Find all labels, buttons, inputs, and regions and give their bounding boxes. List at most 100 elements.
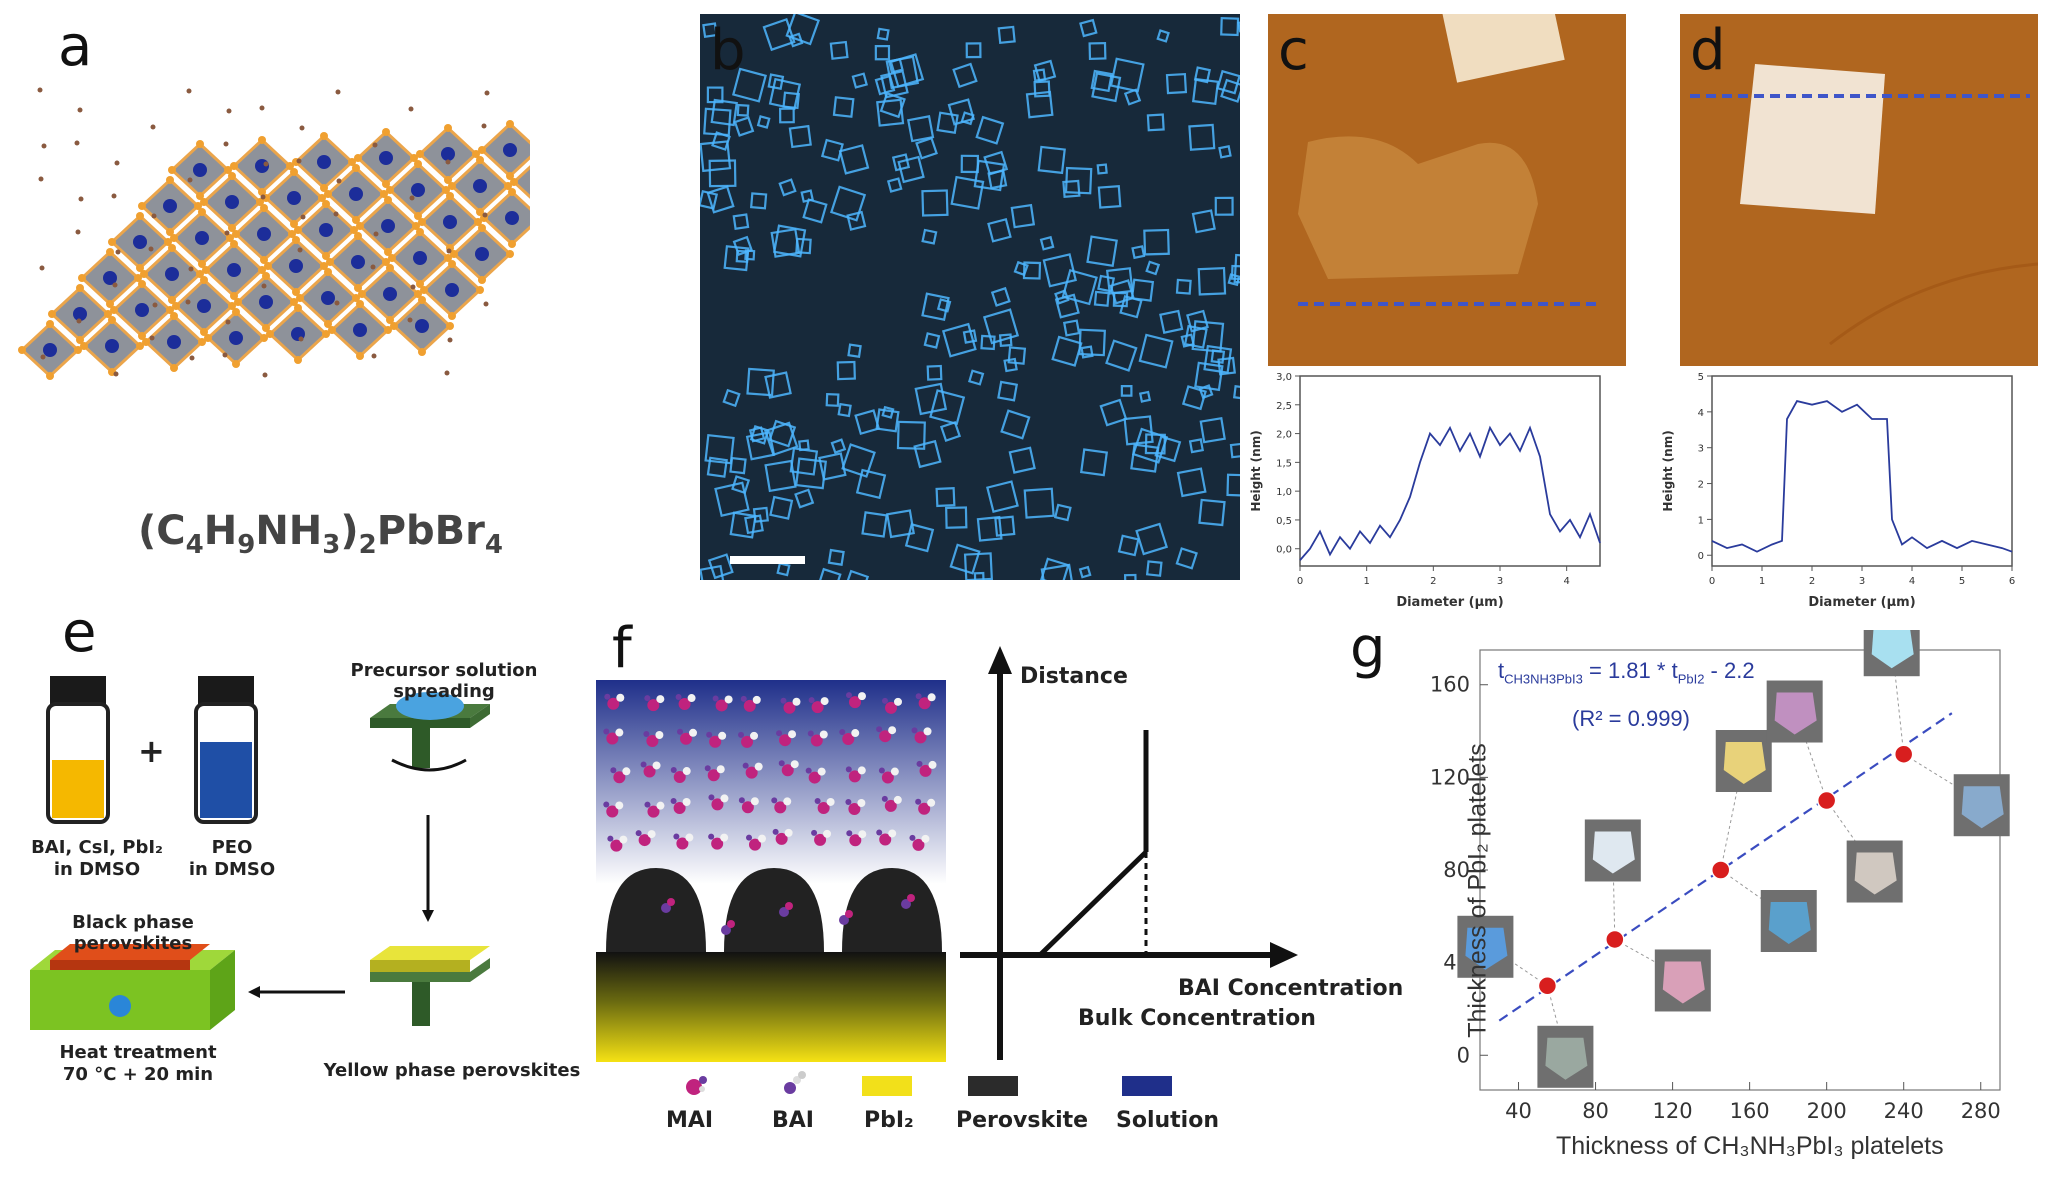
- crystal: [749, 192, 768, 210]
- data-point: [1893, 744, 1914, 764]
- crystal: [929, 389, 966, 426]
- crystal: [746, 367, 775, 397]
- mai-molecule: [742, 762, 763, 779]
- crystal: [1032, 68, 1047, 82]
- crystal: [945, 506, 968, 529]
- bai-molecule: [721, 920, 735, 935]
- mai-molecule: [772, 828, 793, 845]
- x-tick-label: 280: [1961, 1099, 2001, 1123]
- crystal: [1080, 345, 1094, 359]
- crystal: [1091, 72, 1122, 103]
- octahedron: [138, 176, 202, 236]
- crystal: [708, 159, 737, 188]
- bai-concentration-label: BAI Concentration: [1178, 976, 1404, 1001]
- crystal: [983, 150, 1009, 176]
- crystal: [731, 67, 768, 103]
- crystal: [1040, 557, 1070, 580]
- y-tick-label: 2,5: [1276, 401, 1292, 412]
- octahedron: [324, 164, 388, 224]
- octahedron: [202, 240, 266, 300]
- organic-cation-dot: [186, 88, 192, 94]
- organic-cation-dot: [444, 370, 450, 376]
- panel-g-ylabel: Thickness of PbI₂ platelets: [1463, 743, 1492, 1038]
- crystal: [1199, 416, 1226, 444]
- crystal: [735, 249, 749, 263]
- crystal: [1131, 245, 1146, 260]
- mai-molecule: [846, 830, 867, 847]
- crystal: [1175, 278, 1192, 295]
- crystal: [745, 431, 776, 461]
- y-tick-label: 4: [1698, 408, 1704, 419]
- scale-bar: [730, 556, 805, 564]
- organic-cation-dot: [261, 283, 267, 289]
- octahedron: [388, 228, 452, 288]
- organic-cation-dot: [371, 353, 377, 359]
- panel-f-legend: MAI BAI PbI₂ Perovskite Solution: [640, 1070, 1220, 1140]
- organic-cation-dot: [222, 352, 228, 358]
- organic-cation-dot: [112, 282, 118, 288]
- x-tick-label: 160: [1730, 1099, 1770, 1123]
- mai-molecule: [845, 799, 866, 816]
- mai-molecule: [644, 801, 665, 818]
- octahedron: [264, 236, 328, 296]
- crystal: [847, 343, 862, 358]
- x-tick-label: 4: [1563, 576, 1569, 587]
- crystal: [825, 392, 840, 407]
- organic-cation-dot: [152, 302, 158, 308]
- crystal: [994, 515, 1016, 537]
- organic-cation-dot: [260, 194, 266, 200]
- x-tick-label: 1: [1363, 576, 1369, 587]
- organic-cation-dot: [483, 301, 489, 307]
- crystal: [921, 292, 950, 321]
- crystal: [1079, 448, 1109, 477]
- crystal: [1233, 253, 1240, 285]
- crystal: [838, 144, 870, 175]
- x-tick-label: 200: [1807, 1099, 1847, 1123]
- panel-g-letter: g: [1350, 616, 1386, 681]
- x-tick-label: 120: [1653, 1099, 1693, 1123]
- crystal: [851, 72, 868, 89]
- crystal: [1109, 57, 1145, 93]
- panel-g-xlabel: Thickness of CH₃NH₃PbI₃ platelets: [1556, 1132, 1944, 1160]
- mai-molecule: [881, 795, 902, 812]
- bulk-concentration-label: Bulk Concentration: [1078, 1006, 1316, 1031]
- organic-cation-dot: [447, 337, 453, 343]
- platelet-crystal: [1592, 831, 1635, 874]
- perovskite-lattice-illustration: [18, 87, 530, 380]
- mai-molecule: [604, 693, 625, 710]
- mai-molecule: [808, 697, 829, 714]
- x-tick-label: 2: [1809, 576, 1815, 587]
- crystal: [764, 459, 797, 493]
- data-point: [1537, 976, 1558, 996]
- step-yellow-label: Yellow phase perovskites: [323, 1060, 581, 1081]
- organic-cation-dot: [299, 125, 305, 131]
- octahedron: [354, 128, 418, 188]
- panel-c-height-profile: 0,0 0,5 1,0 1,5 2,0 2,5 3,0 0 1 2 3 4 Diameter (μm) H…: [1249, 372, 1601, 609]
- crystal: [1218, 145, 1232, 159]
- crystal: [1062, 319, 1081, 337]
- crystal: [1191, 77, 1220, 106]
- crystal: [832, 96, 855, 118]
- octahedron: [232, 204, 296, 264]
- mai-molecule: [644, 695, 665, 712]
- mai-molecule: [778, 760, 799, 777]
- crystal: [876, 27, 890, 41]
- crystal: [855, 468, 887, 500]
- platelet-crystal: [1774, 692, 1817, 735]
- crystal: [703, 107, 732, 137]
- crystal: [1078, 565, 1092, 579]
- y-tick-label: 0,0: [1276, 545, 1292, 556]
- crystal: [776, 562, 791, 577]
- crystal: [914, 382, 948, 416]
- x-tick-label: 0: [1709, 576, 1715, 587]
- organic-cation-dot: [185, 299, 191, 305]
- crystal: [1220, 78, 1240, 103]
- organic-cation-dot: [113, 371, 119, 377]
- crystal: [729, 456, 747, 475]
- crystal: [764, 371, 792, 399]
- bai-molecule: [901, 894, 915, 909]
- octahedron: [386, 160, 450, 220]
- octahedron: [294, 200, 358, 260]
- x-tick-label: 240: [1884, 1099, 1924, 1123]
- crystal: [1105, 339, 1138, 372]
